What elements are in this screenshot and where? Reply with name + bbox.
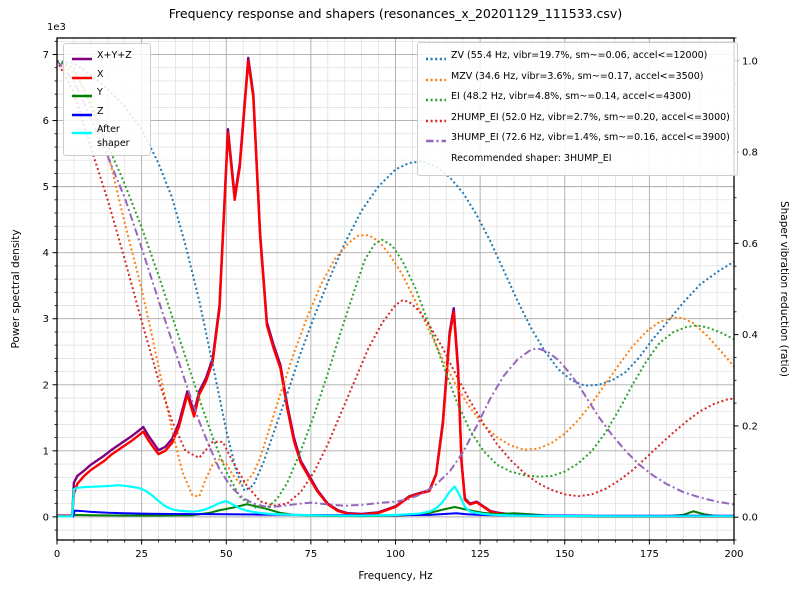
legend-item-mzv: MZV (34.6 Hz, vibr=3.6%, sm~=0.17, accel… <box>425 69 730 89</box>
legend-label: Z <box>97 105 104 117</box>
legend-line-swatch <box>425 48 451 68</box>
legend-label: Y <box>97 87 103 98</box>
legend-line-swatch <box>425 89 451 109</box>
legend-item-3hump_ei: 3HUMP_EI (72.6 Hz, vibr=1.4%, sm~=0.16, … <box>425 130 730 150</box>
tick-label: 0.2 <box>742 421 758 432</box>
legend-label: X+Y+Z <box>97 50 132 61</box>
legend-line-swatch <box>71 123 97 141</box>
legend-footer-recommended-shaper: Recommended shaper: 3HUMP_EI <box>425 151 730 171</box>
legend-line-swatch <box>425 130 451 150</box>
legend-shapers: ZV (55.4 Hz, vibr=19.7%, sm~=0.06, accel… <box>417 42 738 176</box>
legend-label: X <box>97 68 104 80</box>
tick-label: 0.0 <box>742 513 758 524</box>
tick-label: 7 <box>43 50 49 61</box>
legend-line-swatch <box>71 86 97 104</box>
left-y-axis-label: Power spectral density <box>10 229 22 349</box>
legend-line-swatch <box>71 105 97 123</box>
tick-label: 0.8 <box>742 148 758 159</box>
tick-label: 2 <box>43 380 49 391</box>
legend-item-z: Z <box>71 105 143 123</box>
legend-item-after: After shaper <box>71 123 143 150</box>
legend-line-swatch <box>71 68 97 86</box>
legend-line-swatch <box>425 110 451 130</box>
x-axis-label: Frequency, Hz <box>358 570 433 582</box>
legend-label: 2HUMP_EI (52.0 Hz, vibr=2.7%, sm~=0.20, … <box>451 111 730 123</box>
tick-label: 75 <box>305 549 318 560</box>
legend-label: After shaper <box>97 124 130 149</box>
tick-label: 150 <box>555 549 574 560</box>
legend-label: ZV (55.4 Hz, vibr=19.7%, sm~=0.06, accel… <box>451 50 708 61</box>
tick-label: 1.0 <box>742 56 758 67</box>
legend-label: 3HUMP_EI (72.6 Hz, vibr=1.4%, sm~=0.16, … <box>451 132 730 143</box>
legend-item-2hump_ei: 2HUMP_EI (52.0 Hz, vibr=2.7%, sm~=0.20, … <box>425 110 730 130</box>
tick-label: 4 <box>43 248 49 259</box>
tick-label: 3 <box>43 314 49 325</box>
series-2hump_ei <box>57 60 734 507</box>
y-axis-offset-label: 1e3 <box>47 22 66 33</box>
tick-label: 0.4 <box>742 330 758 341</box>
legend-item-x+y+z: X+Y+Z <box>71 49 143 67</box>
tick-label: 1 <box>43 446 49 457</box>
chart-title: Frequency response and shapers (resonanc… <box>168 6 623 21</box>
tick-label: 0 <box>54 549 60 560</box>
tick-label: 0.6 <box>742 239 758 250</box>
tick-label: 125 <box>471 549 490 560</box>
axis-ticks: 0 25 50 75 100 125 150 175 200 0 1 2 3 4 5 6 7 0.0 0.2 0.4 0… <box>43 37 758 560</box>
right-y-axis-label: Shaper vibration reduction (ratio) <box>778 200 790 378</box>
legend-item-ei: EI (48.2 Hz, vibr=4.8%, sm~=0.14, accel<… <box>425 89 730 109</box>
series-mzv <box>57 59 734 498</box>
tick-label: 200 <box>724 549 743 560</box>
legend-line-swatch <box>71 49 97 67</box>
series-3hump_ei <box>57 60 734 509</box>
tick-label: 5 <box>43 182 49 193</box>
legend-item-y: Y <box>71 86 143 104</box>
tick-label: 175 <box>640 549 659 560</box>
series-ei <box>57 59 734 510</box>
legend-empty-swatch <box>425 151 451 171</box>
series-group <box>57 56 734 518</box>
legend-label: Recommended shaper: 3HUMP_EI <box>451 152 612 164</box>
tick-label: 0 <box>43 512 49 523</box>
legend-label: MZV (34.6 Hz, vibr=3.6%, sm~=0.17, accel… <box>451 70 704 82</box>
legend-label: EI (48.2 Hz, vibr=4.8%, sm~=0.14, accel<… <box>451 91 692 102</box>
series-after-shaper <box>57 484 734 518</box>
tick-label: 25 <box>135 549 148 560</box>
tick-label: 50 <box>220 549 233 560</box>
legend-item-x: X <box>71 68 143 86</box>
legend-psd: X+Y+Z X Y Z After shaper <box>63 43 151 156</box>
tick-label: 6 <box>43 116 49 127</box>
legend-item-zv: ZV (55.4 Hz, vibr=19.7%, sm~=0.06, accel… <box>425 48 730 68</box>
series-x <box>57 59 734 518</box>
legend-line-swatch <box>425 69 451 89</box>
tick-label: 100 <box>386 549 405 560</box>
